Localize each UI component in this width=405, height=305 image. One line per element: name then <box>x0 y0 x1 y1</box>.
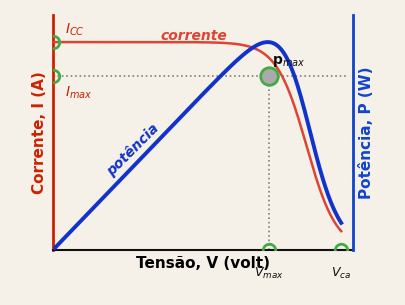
Text: potência: potência <box>104 121 162 179</box>
Text: corrente: corrente <box>160 29 227 43</box>
Text: $V_{max}$: $V_{max}$ <box>254 266 283 281</box>
Y-axis label: Potência, P (W): Potência, P (W) <box>358 66 373 199</box>
X-axis label: Tensão, V (volt): Tensão, V (volt) <box>136 256 269 271</box>
Text: $I_{max}$: $I_{max}$ <box>65 84 92 101</box>
Text: $I_{CC}$: $I_{CC}$ <box>65 21 84 38</box>
Text: $\mathbf{p}_{max}$: $\mathbf{p}_{max}$ <box>271 54 305 69</box>
Y-axis label: Corrente, I (A): Corrente, I (A) <box>32 71 47 194</box>
Text: $V_{ca}$: $V_{ca}$ <box>330 266 350 281</box>
